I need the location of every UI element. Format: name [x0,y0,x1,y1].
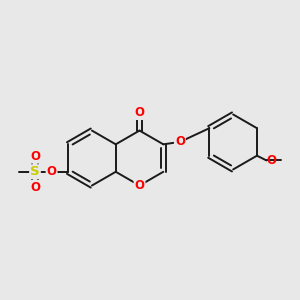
Text: O: O [46,165,57,178]
Text: O: O [134,106,145,119]
Text: O: O [30,150,40,163]
Text: O: O [30,181,40,194]
Text: O: O [267,154,277,167]
Text: O: O [175,135,185,148]
Text: O: O [134,179,145,192]
Text: S: S [30,165,40,178]
